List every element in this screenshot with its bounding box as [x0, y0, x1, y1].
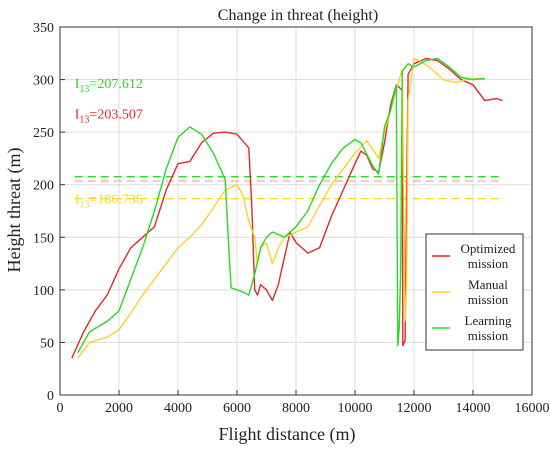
threat-index-annotation: I13=207.612	[75, 77, 143, 95]
x-tick-label: 8000	[282, 401, 310, 416]
x-tick-label: 14000	[456, 401, 491, 416]
x-tick-label: 16000	[515, 401, 550, 416]
x-tick-label: 6000	[223, 401, 251, 416]
y-tick-label: 200	[33, 179, 54, 194]
x-axis-title: Flight distance (m)	[219, 424, 356, 445]
legend-label: Learning	[465, 313, 512, 328]
legend-label: Optimized	[461, 241, 516, 256]
y-tick-label: 300	[33, 74, 54, 89]
legend-label: mission	[468, 292, 509, 307]
legend: OptimizedmissionManualmissionLearningmis…	[425, 233, 524, 351]
chart-title: Change in threat (height)	[218, 7, 378, 24]
y-tick-label: 100	[33, 284, 54, 299]
series-line	[77, 57, 485, 354]
series-line	[71, 57, 503, 359]
axes-layer: 0 2000 4000 6000 8000 10000 12000 14000 16000 0 50…	[33, 21, 550, 416]
y-tick-label: 350	[33, 21, 54, 36]
series-layer	[71, 57, 503, 359]
x-tick-label: 0	[57, 401, 64, 416]
reference-lines	[74, 176, 503, 200]
legend-label: mission	[468, 328, 509, 343]
x-tick-label: 4000	[164, 401, 192, 416]
y-tick-label: 150	[33, 231, 54, 246]
series-line	[77, 57, 485, 359]
y-tick-label: 250	[33, 126, 54, 141]
y-axis-title: Height threat (m)	[4, 148, 25, 273]
threat-index-annotation: I13=203.507	[75, 107, 143, 125]
threat-index-annotation: I13=186.736	[75, 193, 143, 211]
y-tick-label: 0	[47, 389, 54, 404]
legend-label: Manual	[468, 277, 508, 292]
x-tick-label: 10000	[338, 401, 373, 416]
x-tick-label: 2000	[105, 401, 133, 416]
y-tick-label: 50	[40, 336, 54, 351]
legend-label: mission	[468, 256, 509, 271]
annotations-layer: I13=207.612 I13=203.507 I13=186.736	[75, 77, 143, 211]
x-tick-label: 12000	[397, 401, 432, 416]
